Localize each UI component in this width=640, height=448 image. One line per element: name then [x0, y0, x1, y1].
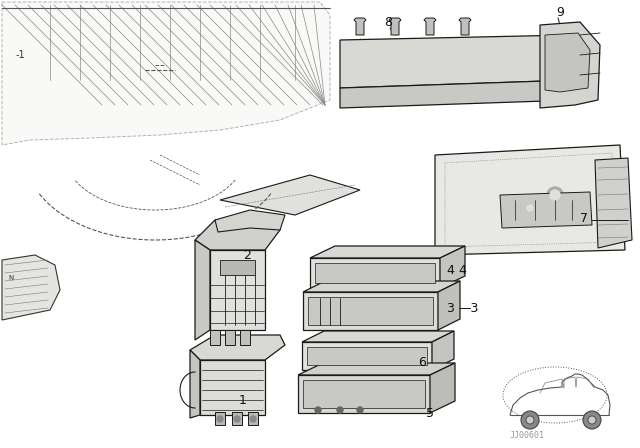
- Text: 5: 5: [426, 406, 434, 419]
- Polygon shape: [310, 246, 465, 258]
- Polygon shape: [389, 18, 401, 35]
- Polygon shape: [595, 158, 632, 248]
- Polygon shape: [303, 380, 425, 408]
- Polygon shape: [210, 330, 220, 345]
- Polygon shape: [215, 412, 225, 425]
- Circle shape: [521, 411, 539, 429]
- Polygon shape: [190, 335, 285, 360]
- Polygon shape: [190, 350, 200, 418]
- Polygon shape: [315, 263, 435, 283]
- Text: -1: -1: [15, 50, 25, 60]
- Polygon shape: [220, 260, 255, 275]
- Polygon shape: [307, 347, 427, 365]
- Polygon shape: [310, 258, 440, 288]
- Polygon shape: [248, 412, 258, 425]
- Polygon shape: [298, 363, 455, 375]
- Polygon shape: [500, 192, 592, 228]
- Polygon shape: [432, 331, 454, 370]
- Circle shape: [527, 205, 533, 211]
- Circle shape: [547, 187, 563, 203]
- Circle shape: [337, 407, 343, 413]
- Polygon shape: [200, 360, 265, 415]
- Polygon shape: [440, 246, 465, 288]
- Circle shape: [526, 416, 534, 424]
- Text: 6: 6: [418, 356, 426, 369]
- Circle shape: [357, 407, 363, 413]
- Polygon shape: [215, 210, 285, 232]
- Polygon shape: [220, 175, 360, 215]
- Text: 2: 2: [243, 249, 251, 262]
- Text: 3: 3: [446, 302, 454, 314]
- Polygon shape: [435, 145, 625, 255]
- Text: 8: 8: [384, 16, 392, 29]
- Polygon shape: [195, 240, 210, 340]
- Text: 7: 7: [580, 211, 588, 224]
- Circle shape: [315, 407, 321, 413]
- Polygon shape: [298, 375, 430, 413]
- Text: —3: —3: [458, 302, 478, 314]
- Circle shape: [583, 411, 601, 429]
- Polygon shape: [424, 18, 436, 35]
- Circle shape: [588, 416, 596, 424]
- Polygon shape: [303, 281, 460, 292]
- Polygon shape: [430, 363, 455, 413]
- Text: 1: 1: [239, 393, 247, 406]
- Polygon shape: [340, 80, 575, 108]
- Polygon shape: [2, 2, 330, 145]
- Polygon shape: [545, 33, 590, 92]
- Polygon shape: [225, 330, 235, 345]
- Polygon shape: [459, 18, 471, 35]
- Polygon shape: [232, 412, 242, 425]
- Polygon shape: [540, 22, 600, 108]
- Polygon shape: [438, 281, 460, 330]
- Circle shape: [234, 416, 240, 422]
- Polygon shape: [340, 35, 575, 88]
- Polygon shape: [302, 342, 432, 370]
- Polygon shape: [302, 331, 454, 342]
- Text: 4: 4: [458, 263, 466, 276]
- Circle shape: [217, 416, 223, 422]
- Polygon shape: [303, 292, 438, 330]
- Text: JJ00601: JJ00601: [510, 431, 545, 440]
- Polygon shape: [2, 255, 60, 320]
- Polygon shape: [210, 250, 265, 330]
- Text: 4: 4: [446, 263, 454, 276]
- Text: N: N: [8, 275, 13, 281]
- Polygon shape: [240, 330, 250, 345]
- Polygon shape: [195, 220, 280, 250]
- Text: 9: 9: [556, 5, 564, 18]
- Circle shape: [524, 202, 536, 214]
- Polygon shape: [354, 18, 366, 35]
- Polygon shape: [308, 297, 433, 325]
- Circle shape: [550, 190, 560, 200]
- Circle shape: [250, 416, 256, 422]
